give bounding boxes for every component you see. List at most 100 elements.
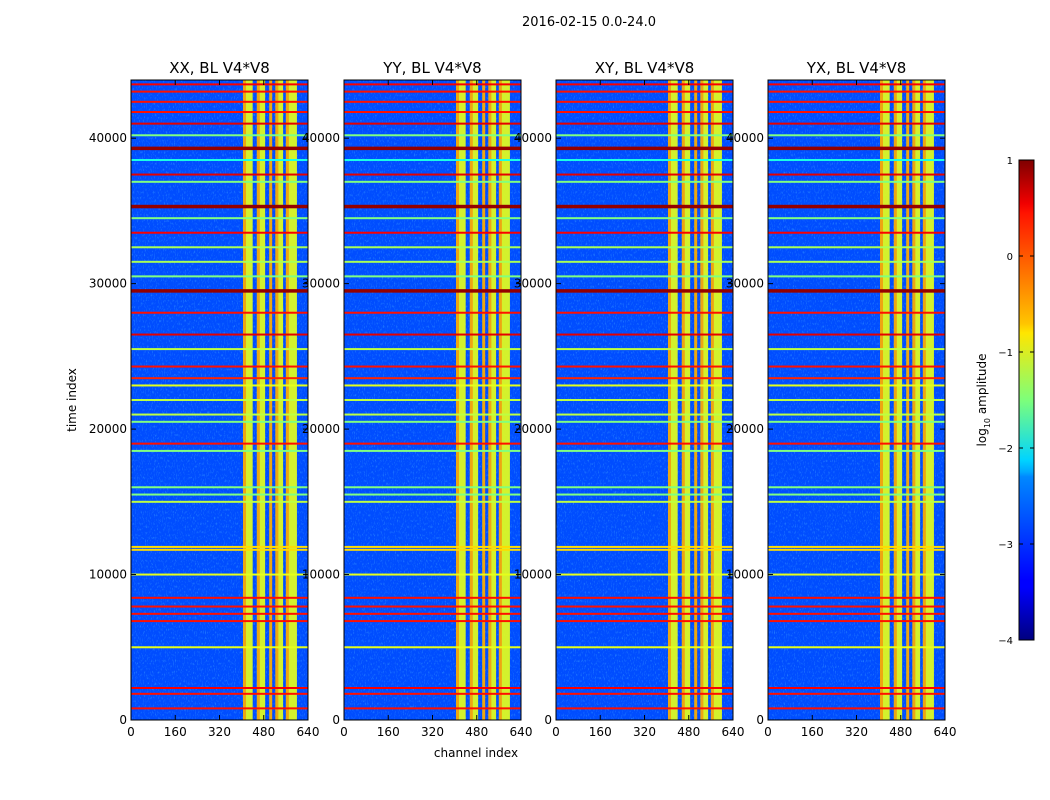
flagged-row: [131, 449, 308, 452]
flagged-row: [556, 204, 733, 209]
x-tick-label: 160: [164, 725, 187, 739]
colorbar-tick-label: −2: [998, 444, 1013, 455]
flagged-row: [344, 204, 521, 209]
flagged-row: [131, 596, 308, 599]
flagged-row: [768, 420, 945, 423]
y-tick-label: 40000: [89, 131, 127, 145]
flagged-row: [556, 620, 733, 623]
flagged-row: [768, 311, 945, 314]
x-tick-label: 480: [465, 725, 488, 739]
flagged-row: [131, 420, 308, 423]
flagged-row: [131, 275, 308, 278]
flagged-row: [556, 289, 733, 293]
panel-image: [556, 80, 733, 720]
flagged-row: [131, 399, 308, 401]
flagged-row: [768, 707, 945, 710]
x-tick-label: 640: [722, 725, 745, 739]
panel-title: XX, BL V4*V8: [169, 59, 270, 77]
flagged-row: [131, 500, 308, 503]
flagged-row: [131, 612, 308, 615]
flagged-row: [556, 231, 733, 234]
flagged-row: [131, 159, 308, 161]
panel-image: [344, 80, 521, 720]
flagged-row: [768, 217, 945, 220]
flagged-row: [344, 605, 521, 608]
flagged-row: [556, 377, 733, 380]
flagged-row: [131, 493, 308, 496]
panel-xx: XX, BL V4*V8 0 160 320 480 640 0 10000 20000 3000…: [89, 59, 320, 739]
y-tick-label: 30000: [726, 277, 764, 291]
y-tick-label: 40000: [302, 131, 340, 145]
flagged-row: [344, 246, 521, 249]
flagged-row: [344, 180, 521, 183]
x-tick-label: 640: [297, 725, 320, 739]
y-tick-label: 0: [332, 713, 340, 727]
flagged-row: [768, 646, 945, 649]
flagged-row: [344, 365, 521, 368]
flagged-row: [768, 687, 945, 689]
flagged-row: [556, 573, 733, 576]
panel-xy: XY, BL V4*V8 0 160 320 480 640 0 10000 20000 3000…: [514, 59, 745, 739]
flagged-row: [768, 90, 945, 93]
flagged-row: [768, 596, 945, 599]
flagged-row: [131, 146, 308, 151]
flagged-row: [556, 122, 733, 125]
flagged-row: [344, 612, 521, 615]
colorbar-label-log: log: [975, 428, 989, 446]
flagged-row: [768, 289, 945, 293]
x-tick-label: 0: [764, 725, 772, 739]
flagged-row: [768, 500, 945, 503]
flagged-row: [768, 377, 945, 380]
y-tick-label: 0: [119, 713, 127, 727]
flagged-row: [768, 260, 945, 263]
y-tick-label: 30000: [89, 277, 127, 291]
flagged-row: [131, 231, 308, 234]
flagged-row: [768, 620, 945, 623]
flagged-row: [768, 384, 945, 387]
flagged-row: [768, 180, 945, 183]
panel-yx: YX, BL V4*V8 0 160 320 480 640 0 10000 20000 3000…: [726, 59, 957, 739]
flagged-row: [344, 134, 521, 137]
flagged-row: [131, 122, 308, 125]
panel-title: XY, BL V4*V8: [595, 59, 695, 77]
flagged-row: [556, 605, 733, 608]
flagged-row: [131, 707, 308, 710]
flagged-row: [768, 146, 945, 151]
flagged-row: [556, 692, 733, 695]
flagged-row: [556, 159, 733, 161]
flagged-row: [131, 548, 308, 551]
flagged-row: [768, 246, 945, 249]
flagged-row: [344, 548, 521, 551]
flagged-row: [131, 180, 308, 183]
flagged-row: [768, 486, 945, 489]
flagged-row: [131, 605, 308, 608]
colorbar-tick-label: −3: [998, 540, 1013, 551]
flagged-row: [344, 486, 521, 489]
flagged-row: [131, 217, 308, 220]
flagged-row: [768, 548, 945, 551]
flagged-row: [768, 348, 945, 351]
flagged-row: [344, 90, 521, 93]
panel-image: [131, 80, 308, 720]
y-tick-label: 10000: [514, 568, 552, 582]
x-tick-label: 480: [252, 725, 275, 739]
flagged-row: [344, 442, 521, 445]
flagged-row: [768, 204, 945, 209]
x-tick-label: 0: [552, 725, 560, 739]
flagged-row: [131, 134, 308, 137]
flagged-row: [768, 100, 945, 103]
flagged-row: [344, 646, 521, 649]
flagged-row: [131, 333, 308, 336]
flagged-row: [768, 545, 945, 548]
x-tick-label: 0: [127, 725, 135, 739]
flagged-row: [768, 493, 945, 496]
flagged-row: [344, 420, 521, 423]
colorbar-tick-label: −4: [998, 636, 1013, 647]
flagged-row: [556, 90, 733, 93]
flagged-row: [768, 692, 945, 695]
flagged-row: [131, 545, 308, 548]
flagged-row: [131, 377, 308, 380]
flagged-row: [556, 333, 733, 336]
flagged-row: [556, 134, 733, 137]
